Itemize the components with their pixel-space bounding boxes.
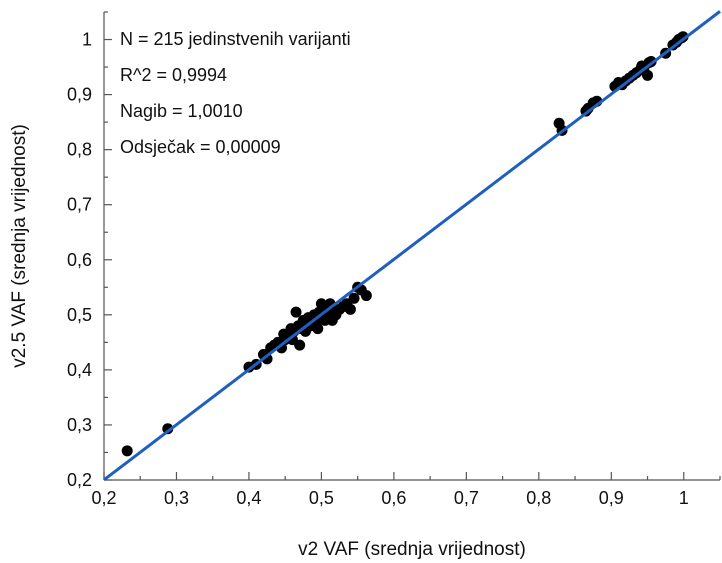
x-tick-label: 1 (679, 488, 689, 508)
data-point (348, 292, 360, 304)
x-tick-label: 0,7 (454, 488, 479, 508)
x-tick-label: 0,3 (164, 488, 189, 508)
x-tick-label: 0,9 (599, 488, 624, 508)
x-tick-label: 0,4 (236, 488, 261, 508)
y-tick-label: 0,3 (67, 415, 92, 435)
x-tick-label: 0,5 (309, 488, 334, 508)
y-tick-label: 0,5 (67, 305, 92, 325)
x-axis-label: v2 VAF (srednja vrijednost) (298, 539, 526, 560)
y-tick-label: 1 (82, 30, 92, 50)
annotation-box: N = 215 jedinstvenih varijanti R^2 = 0,99… (120, 29, 351, 157)
x-tick-label: 0,2 (91, 488, 116, 508)
data-point (294, 339, 306, 351)
stat-annotation: Odsječak = 0,00009 (120, 137, 281, 157)
y-tick-label: 0,8 (67, 140, 92, 160)
x-tick-labels: 0,2 0,3 0,4 0,5 0,6 0,7 0,8 0,9 1 (91, 488, 688, 508)
y-axis-label: v2.5 VAF (srednja vrijednost) (9, 124, 30, 368)
data-point (344, 303, 356, 315)
y-tick-label: 0,4 (67, 360, 92, 380)
stat-annotation: N = 215 jedinstvenih varijanti (120, 29, 351, 49)
x-tick-label: 0,6 (381, 488, 406, 508)
x-tick-label: 0,8 (526, 488, 551, 508)
data-point (677, 31, 689, 43)
y-tick-label: 0,2 (67, 470, 92, 490)
data-point (312, 323, 324, 335)
data-point (642, 69, 654, 81)
y-tick-label: 0,6 (67, 250, 92, 270)
stat-annotation: Nagib = 1,0010 (120, 101, 243, 121)
stat-annotation: R^2 = 0,9994 (120, 65, 227, 85)
y-tick-label: 0,7 (67, 195, 92, 215)
points-layer (121, 31, 689, 457)
data-point (121, 445, 133, 457)
regression-line (103, 10, 721, 482)
data-point (360, 290, 372, 302)
data-point (162, 423, 174, 435)
y-tick-labels: 0,2 0,3 0,4 0,5 0,6 0,7 0,8 0,9 1 (67, 30, 92, 490)
tick-layer (103, 11, 721, 481)
data-point (290, 306, 302, 318)
y-tick-label: 0,9 (67, 85, 92, 105)
